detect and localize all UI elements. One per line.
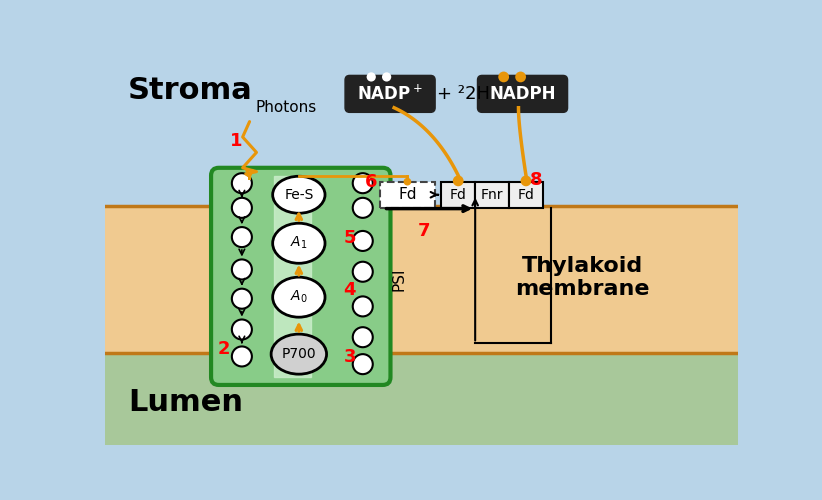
Circle shape xyxy=(353,173,372,193)
FancyBboxPatch shape xyxy=(211,168,390,385)
Text: 2: 2 xyxy=(218,340,230,358)
Text: Fd: Fd xyxy=(518,188,534,202)
Circle shape xyxy=(498,72,509,83)
Circle shape xyxy=(367,72,376,82)
Text: $A_0$: $A_0$ xyxy=(290,289,307,306)
Circle shape xyxy=(353,327,372,347)
Text: Stroma: Stroma xyxy=(128,76,252,106)
FancyBboxPatch shape xyxy=(380,182,435,208)
Circle shape xyxy=(232,320,252,340)
Circle shape xyxy=(232,227,252,247)
Text: NADPH: NADPH xyxy=(489,85,556,103)
Circle shape xyxy=(353,231,372,251)
FancyBboxPatch shape xyxy=(475,182,509,208)
Circle shape xyxy=(232,288,252,308)
Bar xyxy=(105,60,738,206)
Bar xyxy=(105,352,738,445)
FancyBboxPatch shape xyxy=(345,76,435,112)
Circle shape xyxy=(404,178,411,186)
Circle shape xyxy=(353,262,372,282)
FancyBboxPatch shape xyxy=(478,76,567,112)
Bar xyxy=(105,206,738,352)
Text: Lumen: Lumen xyxy=(128,388,243,417)
Text: Thylakoid
membrane: Thylakoid membrane xyxy=(515,256,649,298)
Circle shape xyxy=(515,72,526,83)
Circle shape xyxy=(353,354,372,374)
Text: 8: 8 xyxy=(529,170,543,188)
Text: P700: P700 xyxy=(281,347,316,361)
Ellipse shape xyxy=(273,223,325,264)
Text: 7: 7 xyxy=(418,222,431,240)
Text: Fnr: Fnr xyxy=(481,188,503,202)
Text: Fd: Fd xyxy=(450,188,467,202)
FancyBboxPatch shape xyxy=(509,182,543,208)
Text: Fe-S: Fe-S xyxy=(284,188,313,202)
Bar xyxy=(275,176,312,377)
Text: + ²2H⁺: + ²2H⁺ xyxy=(436,85,499,103)
Text: 6: 6 xyxy=(365,173,377,191)
Text: 5: 5 xyxy=(344,230,356,248)
Circle shape xyxy=(453,176,464,186)
Circle shape xyxy=(520,176,531,186)
Circle shape xyxy=(232,173,252,193)
Text: $A_1$: $A_1$ xyxy=(290,235,307,252)
Text: Fd: Fd xyxy=(398,187,417,202)
Ellipse shape xyxy=(271,334,326,374)
Text: PSI: PSI xyxy=(391,268,406,291)
Text: NADP$^+$: NADP$^+$ xyxy=(358,84,423,103)
Text: 4: 4 xyxy=(344,281,356,299)
Ellipse shape xyxy=(273,176,325,213)
Circle shape xyxy=(232,198,252,218)
FancyBboxPatch shape xyxy=(441,182,475,208)
Text: 1: 1 xyxy=(229,132,242,150)
Text: 3: 3 xyxy=(344,348,356,366)
Ellipse shape xyxy=(273,277,325,317)
Circle shape xyxy=(232,260,252,280)
Circle shape xyxy=(232,346,252,366)
Circle shape xyxy=(353,198,372,218)
Text: Photons: Photons xyxy=(256,100,317,116)
Circle shape xyxy=(353,296,372,316)
Circle shape xyxy=(382,72,391,82)
